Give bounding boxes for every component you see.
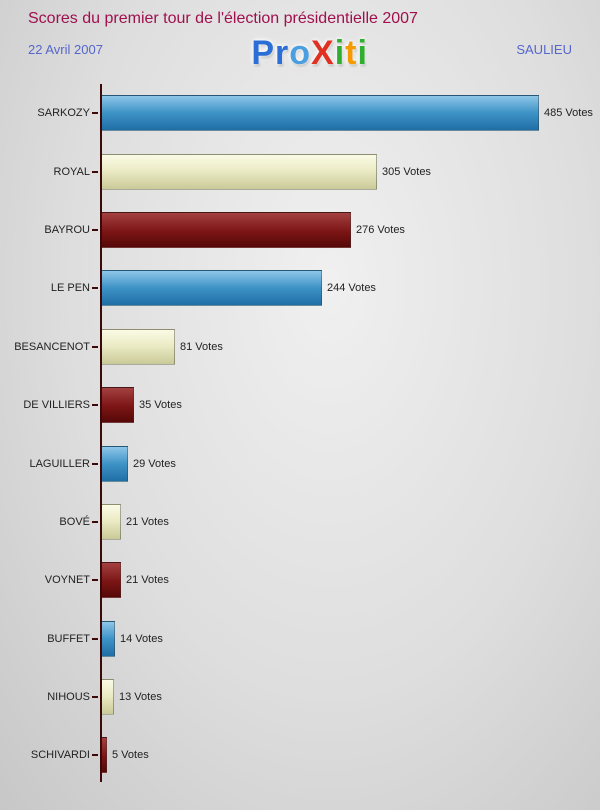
logo-letter: X [311, 34, 335, 72]
chart-row: ROYAL 305 Votes [0, 142, 600, 200]
axis-tick-icon [92, 754, 98, 757]
logo-letter: i [357, 34, 368, 72]
chart-row: VOYNET 21 Votes [0, 551, 600, 609]
category-label: LAGUILLER [29, 457, 90, 470]
category-label: ROYAL [53, 165, 90, 178]
value-label: 485 Votes [544, 107, 593, 120]
axis-tick-icon [92, 170, 98, 173]
category-label: BOVÉ [59, 515, 90, 528]
value-label: 276 Votes [356, 223, 405, 236]
bar [102, 153, 377, 190]
value-label: 21 Votes [126, 515, 169, 528]
value-label: 81 Votes [180, 340, 223, 353]
category-label: NIHOUS [47, 691, 90, 704]
value-label: 305 Votes [382, 165, 431, 178]
logo-letter: i [334, 34, 346, 72]
axis-tick-icon [92, 579, 98, 582]
axis-tick-icon [92, 345, 98, 348]
value-label: 21 Votes [126, 574, 169, 587]
bar [102, 270, 322, 307]
axis-tick-icon [92, 637, 98, 640]
bar [102, 737, 107, 774]
page: Scores du premier tour de l'élection pré… [0, 10, 600, 796]
category-label: BAYROU [44, 223, 90, 236]
chart-row: NIHOUS 13 Votes [0, 668, 600, 726]
chart-row: SARKOZY 485 Votes [0, 84, 600, 142]
bar-chart: SARKOZY 485 Votes ROYAL 305 Votes BAYROU 276 … [0, 84, 600, 796]
bar [102, 620, 115, 657]
value-label: 244 Votes [327, 282, 376, 295]
chart-row: SCHIVARDI 5 Votes [0, 726, 600, 784]
logo-letter: o [289, 34, 312, 72]
bar [102, 679, 114, 716]
axis-tick-icon [92, 112, 98, 115]
value-label: 29 Votes [133, 457, 176, 470]
proxiti-logo: ProXiti [251, 34, 368, 72]
bar [102, 328, 175, 365]
bar [102, 503, 121, 540]
y-axis-line [100, 84, 102, 782]
chart-row: BOVÉ 21 Votes [0, 493, 600, 551]
bar [102, 562, 121, 599]
bar [102, 211, 351, 248]
chart-row: BUFFET 14 Votes [0, 610, 600, 668]
axis-tick-icon [92, 696, 98, 699]
chart-row: LE PEN 244 Votes [0, 259, 600, 317]
logo-letter: t [345, 34, 358, 72]
category-label: BESANCENOT [14, 340, 90, 353]
value-label: 35 Votes [139, 399, 182, 412]
page-title: Scores du premier tour de l'élection pré… [28, 10, 418, 27]
axis-tick-icon [92, 520, 98, 523]
axis-tick-icon [92, 404, 98, 407]
chart-rows: SARKOZY 485 Votes ROYAL 305 Votes BAYROU 276 … [0, 84, 600, 785]
logo-letter: r [275, 34, 290, 72]
axis-tick-icon [92, 228, 98, 231]
chart-row: BAYROU 276 Votes [0, 201, 600, 259]
value-label: 5 Votes [112, 749, 149, 762]
category-label: SARKOZY [37, 107, 90, 120]
bar [102, 445, 128, 482]
axis-tick-icon [92, 462, 98, 465]
bar [102, 95, 539, 132]
value-label: 13 Votes [119, 691, 162, 704]
election-date: 22 Avril 2007 [28, 42, 103, 57]
category-label: LE PEN [50, 282, 90, 295]
category-label: BUFFET [47, 632, 90, 645]
chart-row: LAGUILLER 29 Votes [0, 434, 600, 492]
logo-letter: P [251, 34, 276, 72]
header-row: 22 Avril 2007 ProXiti SAULIEU [28, 34, 572, 76]
category-label: VOYNET [44, 574, 90, 587]
city-name: SAULIEU [516, 42, 572, 57]
bar [102, 387, 134, 424]
axis-tick-icon [92, 287, 98, 290]
category-label: SCHIVARDI [30, 749, 90, 762]
value-label: 14 Votes [120, 632, 163, 645]
category-label: DE VILLIERS [23, 399, 90, 412]
chart-row: DE VILLIERS 35 Votes [0, 376, 600, 434]
chart-row: BESANCENOT 81 Votes [0, 318, 600, 376]
